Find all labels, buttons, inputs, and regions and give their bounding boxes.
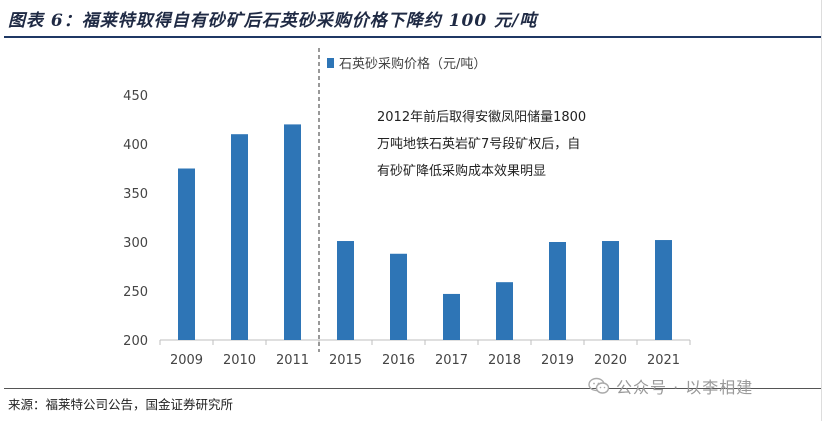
bar-2011: [284, 124, 301, 341]
bar-2009: [178, 168, 195, 340]
title-rule: [4, 36, 821, 38]
bar-2018: [496, 282, 513, 340]
x-tick-label: 2015: [329, 353, 362, 368]
x-tick-label: 2017: [435, 353, 468, 368]
y-tick-label: 200: [123, 334, 148, 349]
y-tick-label: 250: [123, 285, 148, 300]
source-note: 来源：福莱特公司公告，国金证券研究所: [8, 397, 234, 412]
watermark-text: 公众号 · 以李相建: [616, 378, 754, 397]
y-tick-label: 400: [123, 138, 148, 153]
bars: [178, 124, 672, 341]
legend-label: 石英砂采购价格（元/吨）: [339, 56, 486, 72]
x-tick-label: 2021: [647, 353, 680, 368]
annotation-line-3: 有砂矿降低采购成本效果明显: [377, 163, 546, 179]
y-tick-label: 450: [123, 89, 148, 104]
x-tick-label: 2018: [488, 353, 521, 368]
annotation-line-2: 万吨地铁石英岩矿7号段矿权后，自: [377, 136, 580, 152]
x-tick-label: 2019: [541, 353, 574, 368]
figure-title: 图表 6：福莱特取得自有砂矿后石英砂采购价格下降约 100 元/吨: [8, 11, 538, 31]
bar-2021: [655, 240, 672, 340]
x-axis: 2009 2010 2011 2015 2016 2017 2018 2019 2020 2021: [159, 339, 691, 368]
bar-2020: [602, 241, 619, 340]
y-tick-label: 300: [123, 236, 148, 251]
annotation-line-1: 2012年前后取得安徽凤阳储量1800: [377, 109, 586, 125]
frame-edge: [821, 0, 822, 421]
x-tick-label: 2010: [223, 353, 256, 368]
legend-swatch: [327, 58, 334, 68]
annotation: 2012年前后取得安徽凤阳储量1800 万吨地铁石英岩矿7号段矿权后，自 有砂矿…: [377, 109, 586, 179]
watermark: 公众号 · 以李相建: [588, 372, 753, 400]
x-tick-label: 2016: [382, 353, 415, 368]
bar-2017: [443, 293, 460, 340]
figure-header: 图表 6：福莱特取得自有砂矿后石英砂采购价格下降约 100 元/吨: [0, 0, 825, 38]
y-tick-label: 350: [123, 187, 148, 202]
bar-2010: [231, 134, 248, 340]
y-axis: 200 250 300 350 400 450: [123, 89, 148, 349]
wechat-icon: [588, 377, 610, 394]
bar-2015: [337, 241, 354, 340]
x-tick-label: 2009: [170, 353, 203, 368]
x-tick-label: 2020: [594, 353, 627, 368]
bar-2016: [390, 253, 407, 340]
source-rule: [4, 388, 821, 389]
legend: 石英砂采购价格（元/吨）: [327, 56, 486, 72]
x-tick-label: 2011: [276, 353, 309, 368]
bar-2019: [549, 242, 566, 340]
